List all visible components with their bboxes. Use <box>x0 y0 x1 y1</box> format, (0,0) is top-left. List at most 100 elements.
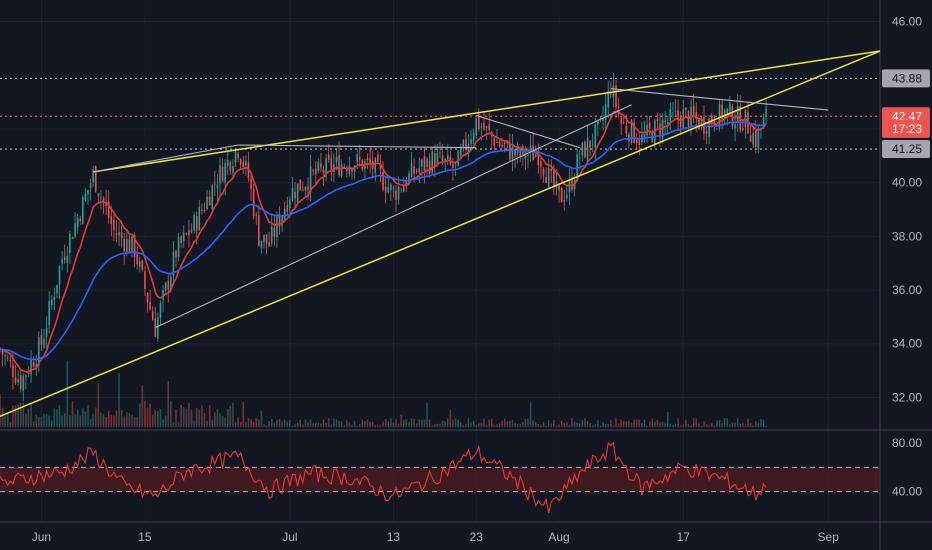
volume-bar <box>685 419 687 427</box>
candle-body <box>547 167 550 187</box>
candle-body <box>679 116 682 127</box>
candle-body <box>322 169 325 174</box>
volume-bar <box>338 420 340 427</box>
pattern-trendline[interactable] <box>238 144 477 149</box>
volume-bar <box>154 409 157 427</box>
volume-bar <box>229 405 232 427</box>
candle-body <box>723 110 726 119</box>
candle-body <box>53 296 56 301</box>
pattern-trendline[interactable] <box>93 144 239 173</box>
volume-bar <box>604 424 607 427</box>
volume-bar <box>94 407 97 427</box>
candle-body <box>71 237 74 239</box>
volume-bar <box>395 418 397 427</box>
volume-bar <box>377 425 379 427</box>
volume-bar <box>66 360 69 427</box>
candle-body <box>48 301 50 325</box>
candle-body <box>692 106 695 116</box>
candle-body <box>646 124 648 136</box>
pattern-trendline[interactable] <box>476 114 580 149</box>
candle-body <box>428 160 431 174</box>
candle-body <box>390 184 392 191</box>
candle-body <box>529 145 532 152</box>
candle-body <box>366 158 369 161</box>
candle-body <box>654 120 656 145</box>
candle-body <box>157 317 159 339</box>
volume-bar <box>211 419 214 427</box>
channel-upper[interactable] <box>93 50 881 173</box>
volume-bar <box>53 408 56 427</box>
volume-bar <box>268 421 270 427</box>
candle-body <box>164 282 167 291</box>
time-axis[interactable]: Jun 15 Jul 13 23 Aug 17 Sep <box>32 530 840 544</box>
volume-bar <box>92 413 94 427</box>
candle-body <box>563 199 566 202</box>
volume-bar <box>511 419 514 427</box>
time-tick-label: 17 <box>677 530 691 544</box>
volume-bar <box>320 423 322 427</box>
volume-bar <box>226 409 229 427</box>
rsi-tick-label: 40.00 <box>892 485 922 499</box>
volume-bar <box>351 425 353 427</box>
candle-body <box>214 183 216 185</box>
candle-body <box>76 217 79 227</box>
candle-body <box>226 160 229 166</box>
price-tag-level[interactable] <box>882 69 930 88</box>
volume-bar <box>446 418 449 427</box>
volume-bar <box>501 420 503 427</box>
candle-body <box>312 170 314 172</box>
candle-body <box>265 234 268 244</box>
volume-bar <box>459 423 462 427</box>
volume-bar <box>698 423 700 427</box>
candle-body <box>571 178 573 190</box>
candle-body <box>514 150 516 156</box>
candle-body <box>415 170 418 172</box>
price-tag-level[interactable] <box>882 140 930 159</box>
price-axis[interactable]: 46.0044.0042.0040.0038.0036.0034.0032.00… <box>882 14 930 499</box>
volume-bar <box>537 424 540 427</box>
candle-body <box>752 132 754 145</box>
volume-bar <box>182 407 185 427</box>
trend-drawings[interactable] <box>0 50 881 417</box>
candle-body <box>635 139 638 144</box>
candle-body <box>242 161 245 168</box>
candle-body <box>669 109 672 121</box>
volume-bar <box>591 425 594 427</box>
candle-body <box>762 116 765 129</box>
volume-bar <box>390 418 392 427</box>
channel-lower[interactable] <box>0 50 881 417</box>
volume-bar <box>496 424 498 427</box>
volume-bar <box>646 425 648 427</box>
candle-body <box>203 210 206 211</box>
volume-bar <box>716 420 718 427</box>
candle-body <box>591 144 594 146</box>
volume-bar <box>472 420 475 427</box>
candle-body <box>299 179 302 191</box>
volume-bar <box>6 413 9 427</box>
price-tick-label: 36.00 <box>892 283 922 297</box>
volume-bar <box>330 424 333 427</box>
candle-body <box>446 154 449 160</box>
volume-bar <box>654 421 656 427</box>
volume-bar <box>364 421 366 427</box>
candle-body <box>716 128 718 130</box>
candle-body <box>206 196 208 210</box>
volume-bar <box>281 421 283 427</box>
volume-bar <box>633 419 635 427</box>
candle-body <box>643 134 646 137</box>
candle-body <box>426 159 428 168</box>
pattern-trendline[interactable] <box>155 104 632 329</box>
candle-body <box>550 168 553 172</box>
candle-body <box>128 238 131 253</box>
rsi-tick-label: 80.00 <box>892 436 922 450</box>
candle-body <box>700 117 703 127</box>
candle-body <box>234 150 237 163</box>
price-tag-countdown[interactable] <box>882 119 930 138</box>
candle-body <box>63 256 66 261</box>
candle-body <box>710 115 713 124</box>
pattern-trendline[interactable] <box>610 88 829 111</box>
candle-body <box>534 154 537 157</box>
candle-body <box>195 216 198 232</box>
volume-bar <box>374 424 377 427</box>
